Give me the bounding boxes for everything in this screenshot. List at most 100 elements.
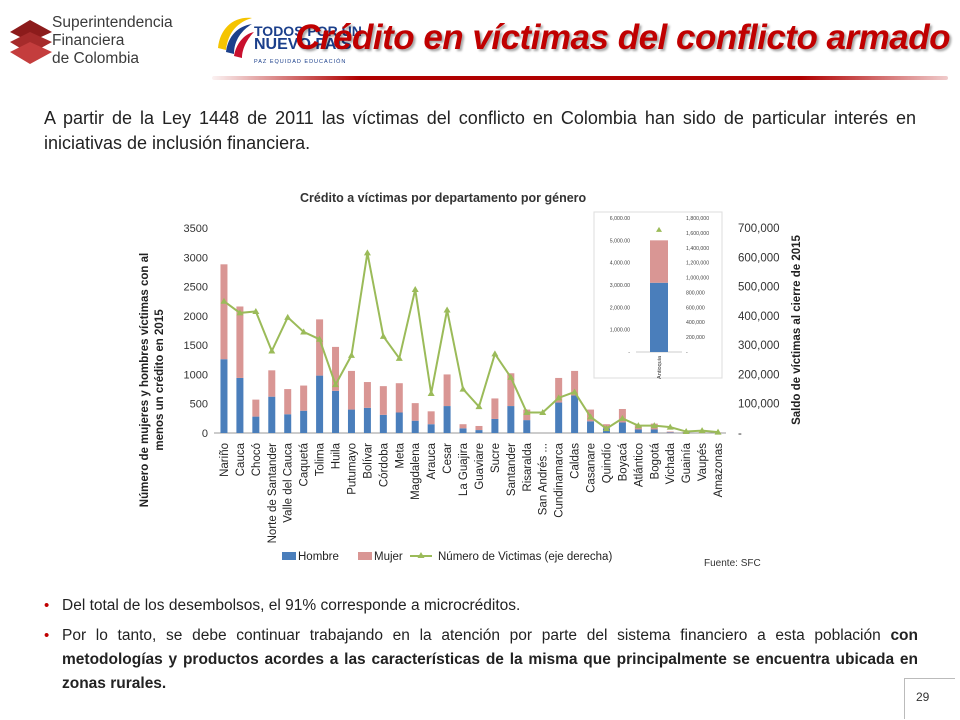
bar-mujer xyxy=(666,431,674,433)
government-logo-tagline: PAZ EQUIDAD EDUCACIÓN xyxy=(254,59,347,65)
x-tick-label: Vaupés xyxy=(697,443,709,481)
inset-y2-tick-label: - xyxy=(686,350,688,356)
y-tick-label: 1500 xyxy=(184,340,208,352)
x-tick-label: Amazonas xyxy=(713,443,725,498)
line-marker-triangle xyxy=(682,428,690,435)
legend-swatch xyxy=(358,552,372,560)
y2-tick-label: 400,000 xyxy=(738,311,780,323)
line-marker-triangle xyxy=(395,354,403,361)
y-tick-label: 0 xyxy=(202,428,208,440)
bar-mujer xyxy=(427,411,435,425)
bullet-dot-icon: • xyxy=(44,627,50,644)
bar-mujer xyxy=(316,319,324,376)
x-tick-label: Santander xyxy=(506,443,518,496)
line-marker-triangle xyxy=(411,286,419,292)
bar-mujer xyxy=(236,306,244,378)
inset-bar-hombre xyxy=(650,282,668,352)
y-tick-label: 3500 xyxy=(184,223,208,235)
inset-y-tick-label: - xyxy=(628,350,630,356)
inset-y2-tick-label: 1,400,000 xyxy=(686,246,709,252)
line-marker-triangle xyxy=(427,389,435,396)
bar-hombre xyxy=(268,396,276,433)
bar-mujer xyxy=(443,374,451,407)
inset-y2-tick-label: 1,200,000 xyxy=(686,261,709,267)
line-marker-triangle xyxy=(491,350,499,357)
bar-hombre xyxy=(475,430,483,433)
bar-hombre xyxy=(634,429,642,433)
legend-label: Número de Victimas (eje derecha) xyxy=(438,551,612,563)
x-tick-label: Guaviare xyxy=(474,443,486,490)
line-marker-triangle xyxy=(587,413,595,420)
x-tick-label: La Guajira xyxy=(458,442,470,496)
bullet-dot-icon: • xyxy=(44,597,50,614)
bar-mujer xyxy=(268,370,276,397)
line-marker-triangle xyxy=(268,347,276,354)
y-tick-label: 1000 xyxy=(184,369,208,381)
line-marker-triangle xyxy=(252,307,260,314)
x-tick-label: Cundinamarca xyxy=(554,442,566,517)
x-tick-label: Cauca xyxy=(235,442,247,476)
x-tick-label: Risaralda xyxy=(522,442,534,491)
line-marker-triangle xyxy=(602,425,610,432)
inset-y2-tick-label: 400,000 xyxy=(686,320,705,326)
government-logo-line: TODOS POR UN xyxy=(254,23,362,39)
page-number-box xyxy=(904,678,955,719)
bar-hombre xyxy=(379,414,387,433)
inset-y2-tick-label: 1,800,000 xyxy=(686,216,709,222)
bar-mujer xyxy=(300,385,308,411)
intro-paragraph: A partir de la Ley 1448 de 2011 las víct… xyxy=(44,108,916,153)
bar-hombre xyxy=(347,409,355,433)
legend-label: Mujer xyxy=(374,551,403,563)
bar-mujer xyxy=(411,403,419,421)
x-tick-label: Bogotá xyxy=(649,442,661,479)
inset-bar-mujer xyxy=(650,240,668,283)
page-title: Crédito en víctimas del conflicto armado xyxy=(295,18,950,57)
page-number: 29 xyxy=(916,690,930,704)
line-marker-triangle xyxy=(698,427,706,434)
y2-tick-label: 500,000 xyxy=(738,282,780,294)
legend-label: Hombre xyxy=(298,551,339,563)
line-marker-triangle xyxy=(507,373,515,380)
legend-swatch xyxy=(282,552,296,560)
bar-mujer xyxy=(332,346,340,391)
inset-line-marker-triangle xyxy=(656,226,662,232)
sfc-logo-mark-icon xyxy=(10,20,52,64)
line-marker-triangle xyxy=(220,297,228,304)
bar-hombre xyxy=(491,418,499,433)
line-marker-triangle xyxy=(332,381,340,388)
line-marker-triangle xyxy=(714,428,722,435)
sfc-logo-line: Financiera xyxy=(52,32,125,49)
line-marker-triangle xyxy=(634,422,642,429)
inset-y2-tick-label: 800,000 xyxy=(686,290,705,296)
bar-mujer xyxy=(555,377,563,403)
bullet-text-bold: con metodologías y productos acordes a l… xyxy=(62,627,918,692)
bar-hombre xyxy=(284,414,292,433)
x-tick-label: Tolima xyxy=(315,442,327,476)
line-marker-triangle xyxy=(650,422,658,429)
bar-hombre xyxy=(236,377,244,433)
bar-hombre xyxy=(316,375,324,433)
x-tick-label: Putumayo xyxy=(346,443,358,495)
bar-hombre xyxy=(587,421,595,433)
inset-y2-tick-label: 1,000,000 xyxy=(686,276,709,282)
bar-hombre xyxy=(332,390,340,433)
x-tick-label: Sucre xyxy=(490,443,502,473)
y2-tick-label: 200,000 xyxy=(738,369,780,381)
line-marker-triangle xyxy=(443,306,451,313)
line-marker-triangle xyxy=(523,409,531,415)
bar-mujer xyxy=(347,370,355,410)
bar-mujer xyxy=(284,389,292,415)
y-tick-label: 500 xyxy=(190,399,208,411)
x-tick-label: Boyacá xyxy=(617,442,629,481)
bar-hombre xyxy=(220,359,228,433)
inset-y-tick-label: 1,000.00 xyxy=(610,328,630,334)
bar-hombre xyxy=(411,420,419,433)
bar-mujer xyxy=(395,383,403,413)
x-tick-label: Caldas xyxy=(570,443,582,479)
line-marker-triangle xyxy=(363,249,371,256)
line-marker-triangle xyxy=(379,332,387,339)
bar-mujer xyxy=(220,264,228,360)
bar-hombre xyxy=(395,412,403,433)
x-tick-label: Cesar xyxy=(442,443,454,474)
